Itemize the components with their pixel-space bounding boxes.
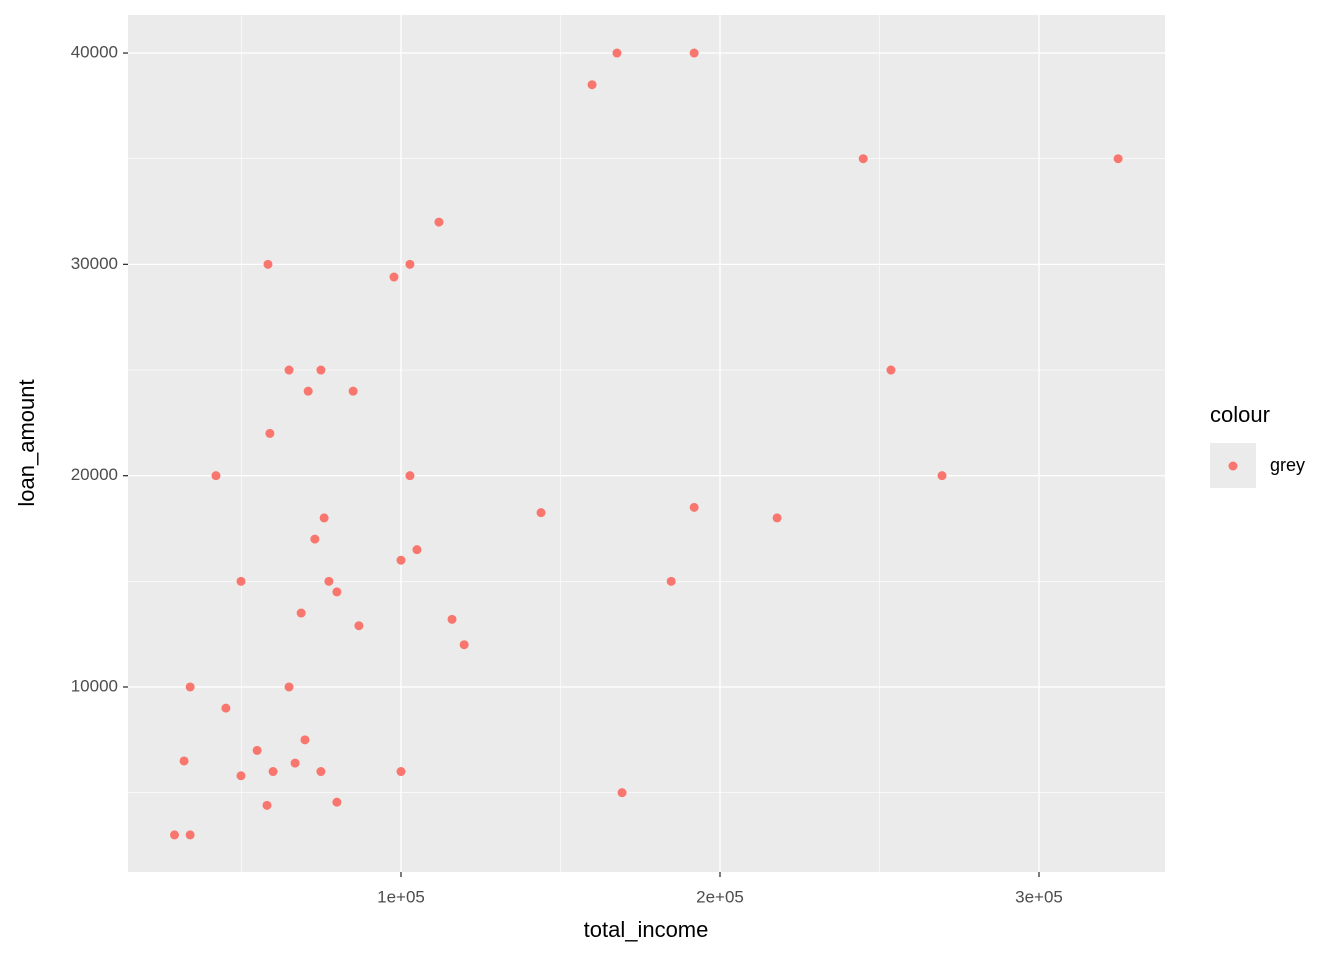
point (612, 48, 622, 58)
point (262, 800, 272, 810)
point (434, 217, 444, 227)
point (185, 682, 195, 692)
y-tick-label: 40000 (71, 43, 118, 62)
point (412, 545, 422, 555)
point (179, 756, 189, 766)
point (316, 365, 326, 375)
point (300, 735, 310, 745)
point (937, 471, 947, 481)
point (265, 428, 275, 438)
point (536, 508, 546, 518)
point (310, 534, 320, 544)
point (236, 771, 246, 781)
legend-label: grey (1270, 455, 1305, 475)
point (459, 640, 469, 650)
point (284, 365, 294, 375)
point (290, 758, 300, 768)
point (332, 797, 342, 807)
point (689, 48, 699, 58)
point (348, 386, 358, 396)
x-axis-title: total_income (584, 917, 709, 942)
point (666, 576, 676, 586)
x-tick-label: 2e+05 (696, 887, 744, 906)
point (185, 830, 195, 840)
point (772, 513, 782, 523)
point (405, 259, 415, 269)
legend-title: colour (1210, 402, 1270, 427)
y-tick-label: 30000 (71, 254, 118, 273)
point (587, 80, 597, 90)
y-tick-label: 20000 (71, 465, 118, 484)
legend-marker (1228, 461, 1238, 471)
point (324, 576, 334, 586)
point (858, 154, 868, 164)
point (296, 608, 306, 618)
point (886, 365, 896, 375)
x-tick-label: 1e+05 (377, 887, 425, 906)
point (268, 767, 278, 777)
y-tick-label: 10000 (71, 676, 118, 695)
point (389, 272, 399, 282)
point (284, 682, 294, 692)
point (354, 621, 364, 631)
point (221, 703, 231, 713)
panel (128, 15, 1165, 872)
point (447, 614, 457, 624)
point (170, 830, 180, 840)
point (263, 259, 273, 269)
y-axis-title: loan_amount (14, 379, 39, 506)
point (236, 576, 246, 586)
point (252, 745, 262, 755)
point (319, 513, 329, 523)
point (303, 386, 313, 396)
point (396, 767, 406, 777)
point (211, 471, 221, 481)
point (405, 471, 415, 481)
point (617, 788, 627, 798)
point (689, 502, 699, 512)
point (1113, 154, 1123, 164)
x-tick-label: 3e+05 (1015, 887, 1063, 906)
point (316, 767, 326, 777)
point (332, 587, 342, 597)
point (396, 555, 406, 565)
